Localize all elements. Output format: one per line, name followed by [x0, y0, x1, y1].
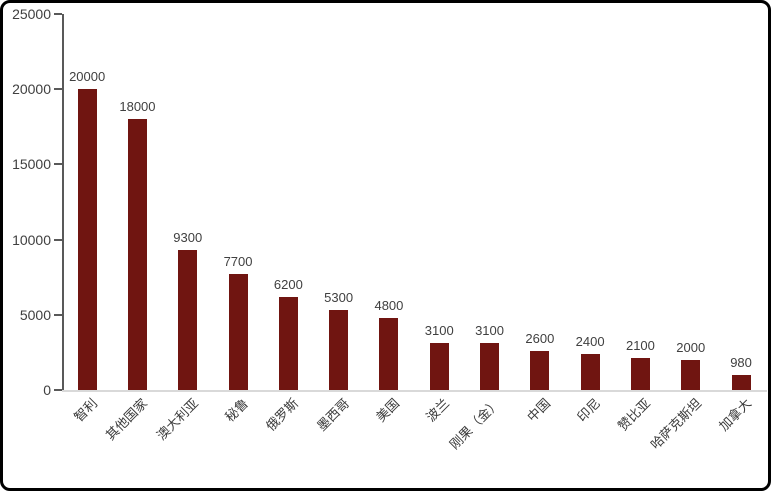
bar [278, 296, 298, 390]
bar-value-label: 2000 [676, 339, 706, 355]
bar [530, 350, 550, 390]
y-axis-tick-label: 15000 [12, 156, 51, 173]
bar-value-label: 6200 [273, 276, 303, 292]
y-axis-tick-mark [54, 163, 62, 166]
bar-value-label: 9300 [173, 230, 203, 246]
y-axis-tick-label: 20000 [12, 81, 51, 98]
y-axis-tick-label: 10000 [12, 231, 51, 248]
bar [480, 343, 500, 390]
bar [77, 89, 97, 390]
y-axis-tick-label: 5000 [19, 306, 51, 323]
y-axis-tick-label: 0 [43, 382, 51, 398]
bar [429, 343, 449, 390]
bar-value-label: 2400 [575, 333, 605, 349]
bar [127, 119, 147, 390]
y-axis-tick-mark [54, 313, 62, 316]
bar [681, 359, 701, 390]
bar [329, 310, 349, 390]
bar [178, 250, 198, 390]
bar-value-label: 3100 [424, 323, 454, 339]
y-axis-tick-mark [54, 88, 62, 91]
y-axis-tick-mark [54, 389, 62, 391]
y-axis-tick-mark [54, 238, 62, 241]
bar [379, 317, 399, 390]
y-axis-tick-mark [54, 13, 62, 15]
bar-value-label: 2100 [625, 338, 655, 354]
bar-value-label: 7700 [223, 254, 253, 270]
y-axis-line [62, 14, 64, 390]
x-axis-category-label: 智利 [72, 396, 102, 426]
y-axis-tick-label: 25000 [12, 6, 51, 22]
bar [580, 353, 600, 390]
bar-value-label: 3100 [475, 323, 504, 339]
bar-value-label: 18000 [119, 99, 156, 115]
bar [228, 274, 248, 390]
bar-value-label: 5300 [324, 290, 354, 306]
plot-area: 0 5000 10000 15000 20000 25000 20000 18000 9300… [3, 3, 768, 488]
bar [630, 358, 650, 390]
bar [731, 375, 751, 390]
x-axis-baseline [62, 390, 767, 392]
bar-value-label: 20000 [69, 69, 106, 85]
bar-value-label: 980 [730, 355, 752, 371]
bar-value-label: 4800 [374, 297, 404, 313]
bar-value-label: 2600 [525, 330, 555, 346]
